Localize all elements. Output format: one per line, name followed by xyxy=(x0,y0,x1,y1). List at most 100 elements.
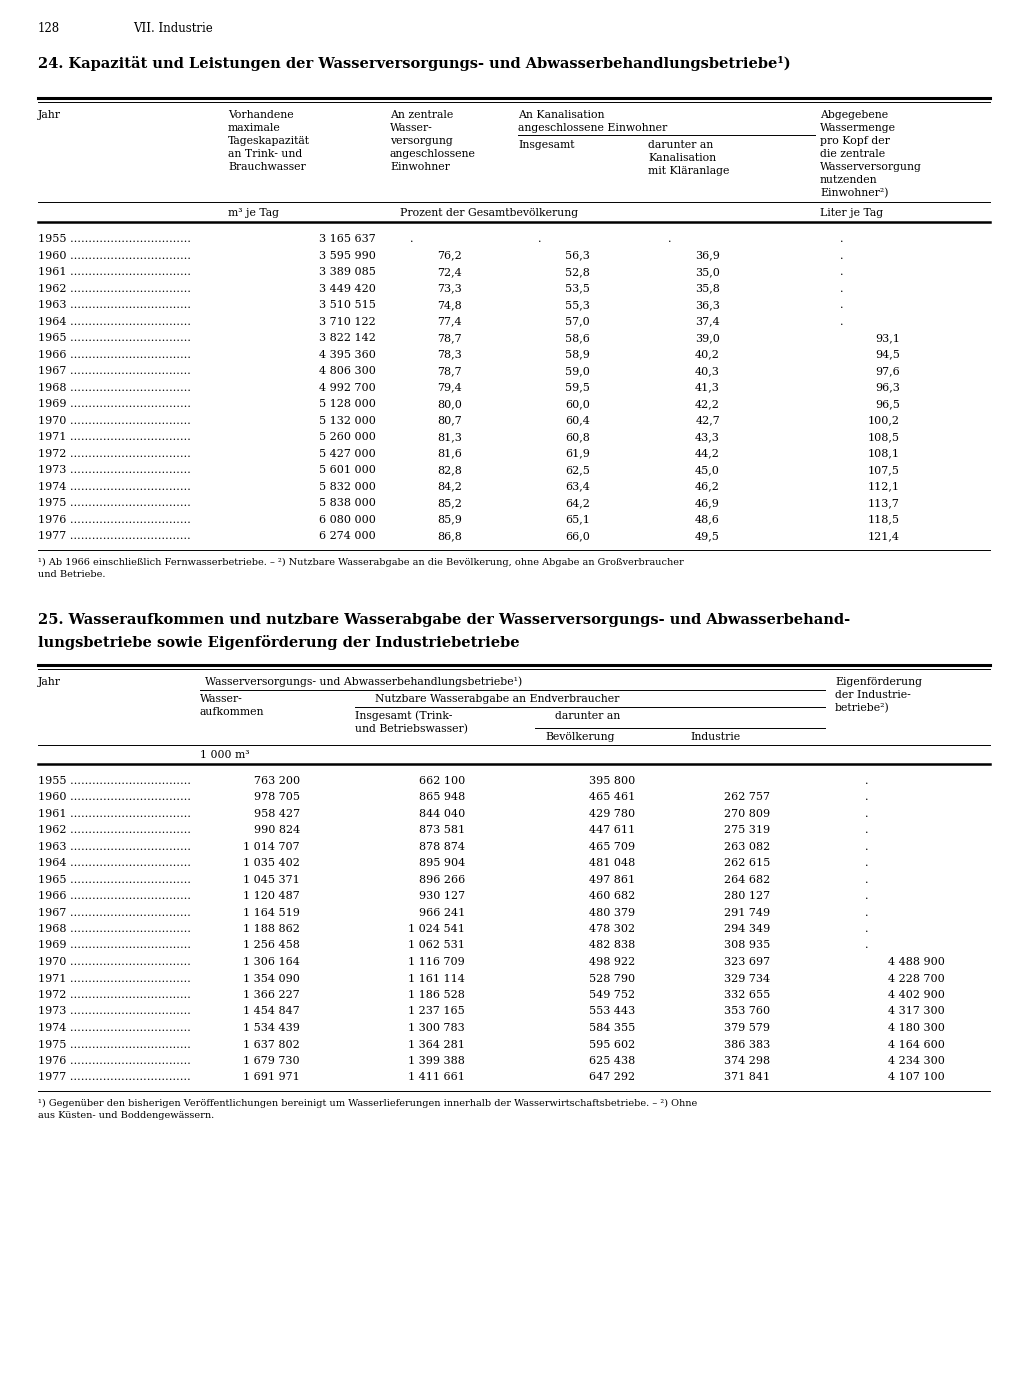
Text: 1 237 165: 1 237 165 xyxy=(409,1006,465,1016)
Text: 6 274 000: 6 274 000 xyxy=(319,532,376,541)
Text: 86,8: 86,8 xyxy=(437,532,462,541)
Text: 1969 ……………………………: 1969 …………………………… xyxy=(38,941,191,951)
Text: 1 399 388: 1 399 388 xyxy=(409,1056,465,1066)
Text: 62,5: 62,5 xyxy=(565,465,590,475)
Text: 1 116 709: 1 116 709 xyxy=(409,956,465,967)
Text: 59,5: 59,5 xyxy=(565,383,590,393)
Text: 96,5: 96,5 xyxy=(876,398,900,409)
Text: 1 534 439: 1 534 439 xyxy=(243,1023,300,1033)
Text: 371 841: 371 841 xyxy=(724,1073,770,1083)
Text: 1 306 164: 1 306 164 xyxy=(243,956,300,967)
Text: 82,8: 82,8 xyxy=(437,465,462,475)
Text: 978 705: 978 705 xyxy=(254,793,300,802)
Text: 3 595 990: 3 595 990 xyxy=(319,250,376,261)
Text: 60,0: 60,0 xyxy=(565,398,590,409)
Text: .: . xyxy=(538,235,542,244)
Text: 60,4: 60,4 xyxy=(565,415,590,426)
Text: darunter an: darunter an xyxy=(555,711,621,720)
Text: .: . xyxy=(840,266,844,278)
Text: 79,4: 79,4 xyxy=(437,383,462,393)
Text: 3 822 142: 3 822 142 xyxy=(319,333,376,343)
Text: Tageskapazität: Tageskapazität xyxy=(228,136,310,146)
Text: 1 186 528: 1 186 528 xyxy=(409,990,465,999)
Text: 94,5: 94,5 xyxy=(876,350,900,359)
Text: 480 379: 480 379 xyxy=(589,908,635,917)
Text: 4 180 300: 4 180 300 xyxy=(888,1023,945,1033)
Text: 1 354 090: 1 354 090 xyxy=(243,973,300,984)
Text: 374 298: 374 298 xyxy=(724,1056,770,1066)
Text: 42,2: 42,2 xyxy=(695,398,720,409)
Text: .: . xyxy=(840,300,844,310)
Text: 4 488 900: 4 488 900 xyxy=(888,956,945,967)
Text: 1976 ……………………………: 1976 …………………………… xyxy=(38,1056,190,1066)
Text: 1 164 519: 1 164 519 xyxy=(243,908,300,917)
Text: 1962 ……………………………: 1962 …………………………… xyxy=(38,283,191,293)
Text: 113,7: 113,7 xyxy=(868,498,900,508)
Text: 1975 ……………………………: 1975 …………………………… xyxy=(38,1040,190,1049)
Text: 1 045 371: 1 045 371 xyxy=(244,874,300,884)
Text: angeschlossene Einwohner: angeschlossene Einwohner xyxy=(518,124,668,133)
Text: 1 120 487: 1 120 487 xyxy=(244,891,300,901)
Text: 112,1: 112,1 xyxy=(868,482,900,491)
Text: 308 935: 308 935 xyxy=(724,941,770,951)
Text: Industrie: Industrie xyxy=(690,731,740,741)
Text: 1968 ……………………………: 1968 …………………………… xyxy=(38,924,191,934)
Text: 647 292: 647 292 xyxy=(589,1073,635,1083)
Text: 1965 ……………………………: 1965 …………………………… xyxy=(38,333,191,343)
Text: 35,8: 35,8 xyxy=(695,283,720,293)
Text: 100,2: 100,2 xyxy=(868,415,900,426)
Text: 1 256 458: 1 256 458 xyxy=(243,941,300,951)
Text: 40,3: 40,3 xyxy=(695,366,720,376)
Text: .: . xyxy=(865,941,868,951)
Text: .: . xyxy=(865,874,868,884)
Text: Wasserversorgungs- und Abwasserbehandlungsbetriebe¹): Wasserversorgungs- und Abwasserbehandlun… xyxy=(205,676,522,687)
Text: Wasser-: Wasser- xyxy=(200,694,243,704)
Text: Brauchwasser: Brauchwasser xyxy=(228,162,306,172)
Text: 353 760: 353 760 xyxy=(724,1006,770,1016)
Text: 56,3: 56,3 xyxy=(565,250,590,261)
Text: 478 302: 478 302 xyxy=(589,924,635,934)
Text: 6 080 000: 6 080 000 xyxy=(319,515,376,525)
Text: 63,4: 63,4 xyxy=(565,482,590,491)
Text: 584 355: 584 355 xyxy=(589,1023,635,1033)
Text: 36,3: 36,3 xyxy=(695,300,720,310)
Text: 4 107 100: 4 107 100 xyxy=(888,1073,945,1083)
Text: und Betriebe.: und Betriebe. xyxy=(38,569,105,579)
Text: 49,5: 49,5 xyxy=(695,532,720,541)
Text: 1974 ……………………………: 1974 …………………………… xyxy=(38,1023,190,1033)
Text: 80,0: 80,0 xyxy=(437,398,462,409)
Text: 1970 ……………………………: 1970 …………………………… xyxy=(38,415,190,426)
Text: 1976 ……………………………: 1976 …………………………… xyxy=(38,515,190,525)
Text: 966 241: 966 241 xyxy=(419,908,465,917)
Text: 878 874: 878 874 xyxy=(419,841,465,851)
Text: .: . xyxy=(840,316,844,326)
Text: 36,9: 36,9 xyxy=(695,250,720,261)
Text: 1972 ……………………………: 1972 …………………………… xyxy=(38,448,190,458)
Text: 74,8: 74,8 xyxy=(437,300,462,310)
Text: 25. Wasseraufkommen und nutzbare Wasserabgabe der Wasserversorgungs- und Abwasse: 25. Wasseraufkommen und nutzbare Wassera… xyxy=(38,612,850,626)
Text: Insgesamt: Insgesamt xyxy=(518,140,574,150)
Text: 64,2: 64,2 xyxy=(565,498,590,508)
Text: 55,3: 55,3 xyxy=(565,300,590,310)
Text: pro Kopf der: pro Kopf der xyxy=(820,136,890,146)
Text: 498 922: 498 922 xyxy=(589,956,635,967)
Text: 662 100: 662 100 xyxy=(419,776,465,786)
Text: .: . xyxy=(865,858,868,868)
Text: 497 861: 497 861 xyxy=(589,874,635,884)
Text: .: . xyxy=(668,235,672,244)
Text: 72,4: 72,4 xyxy=(437,266,462,278)
Text: 3 389 085: 3 389 085 xyxy=(319,266,376,278)
Text: 1 035 402: 1 035 402 xyxy=(243,858,300,868)
Text: 1974 ……………………………: 1974 …………………………… xyxy=(38,482,190,491)
Text: 873 581: 873 581 xyxy=(419,824,465,836)
Text: 329 734: 329 734 xyxy=(724,973,770,984)
Text: 553 443: 553 443 xyxy=(589,1006,635,1016)
Text: Vorhandene: Vorhandene xyxy=(228,110,294,119)
Text: 4 228 700: 4 228 700 xyxy=(888,973,945,984)
Text: Liter je Tag: Liter je Tag xyxy=(820,208,883,218)
Text: 386 383: 386 383 xyxy=(724,1040,770,1049)
Text: 4 317 300: 4 317 300 xyxy=(888,1006,945,1016)
Text: 990 824: 990 824 xyxy=(254,824,300,836)
Text: 5 260 000: 5 260 000 xyxy=(319,432,376,441)
Text: 52,8: 52,8 xyxy=(565,266,590,278)
